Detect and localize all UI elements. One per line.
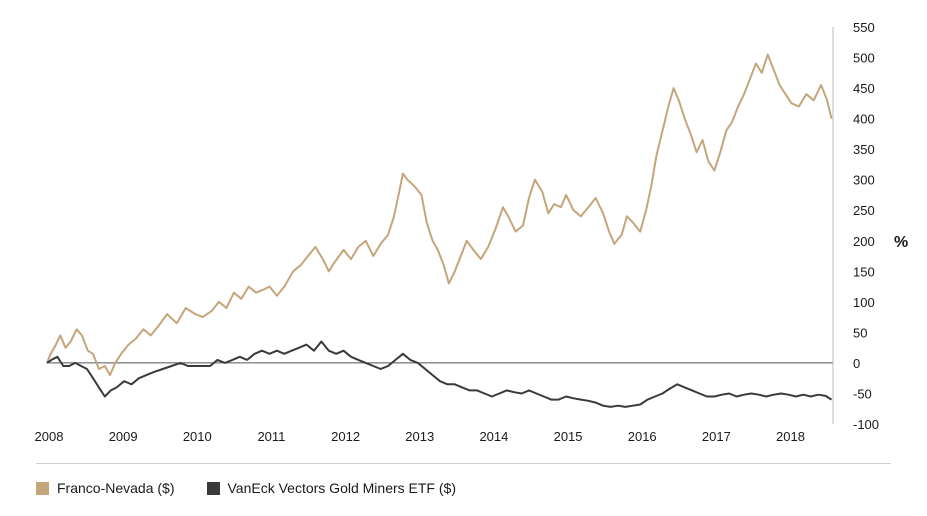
x-tick-label: 2009 (109, 429, 138, 444)
x-tick-label: 2011 (257, 429, 285, 444)
x-tick-label: 2018 (776, 429, 805, 444)
series-line-gold-miners-etf (46, 340, 833, 408)
x-tick-label: 2012 (331, 429, 360, 444)
y-tick-label: 50 (853, 325, 867, 340)
legend-label-gold-miners-etf: VanEck Vectors Gold Miners ETF ($) (227, 480, 456, 496)
legend-swatch-franco-nevada (36, 481, 49, 495)
y-tick-label: 250 (853, 203, 875, 218)
y-tick-label: 400 (853, 112, 875, 127)
y-tick-label: 0 (853, 356, 860, 371)
legend-swatch-gold-miners-etf (206, 481, 220, 495)
y-tick-label: 500 (853, 51, 875, 66)
x-axis-ticks: 2008 2009 2010 2011 2012 2013 2014 2015 2016 2017… (35, 429, 805, 444)
y-tick-label: 100 (853, 295, 875, 310)
series-layer (46, 53, 833, 408)
y-tick-label: 150 (853, 264, 875, 279)
y-tick-label: 200 (853, 234, 875, 249)
x-tick-label: 2010 (183, 429, 212, 444)
y-tick-label: 550 (853, 20, 875, 35)
x-tick-label: 2015 (554, 429, 583, 444)
legend-label-franco-nevada: Franco-Nevada ($) (57, 480, 175, 496)
x-tick-label: 2014 (479, 429, 508, 444)
legend-item-franco-nevada: Franco-Nevada ($) (36, 480, 175, 496)
y-tick-label: -100 (853, 417, 879, 432)
chart-legend: Franco-Nevada ($) VanEck Vectors Gold Mi… (36, 480, 488, 496)
y-tick-label: 300 (853, 173, 875, 188)
x-tick-label: 2008 (35, 429, 64, 444)
x-tick-label: 2017 (702, 429, 731, 444)
y-axis-label: % (894, 234, 908, 251)
series-line-franco-nevada (46, 53, 833, 377)
legend-divider (36, 463, 891, 464)
x-tick-label: 2016 (628, 429, 657, 444)
legend-item-gold-miners-etf: VanEck Vectors Gold Miners ETF ($) (206, 480, 456, 496)
y-tick-label: -50 (853, 386, 872, 401)
y-tick-label: 450 (853, 81, 875, 96)
x-tick-label: 2013 (405, 429, 434, 444)
chart-axes (47, 27, 834, 424)
y-tick-label: 350 (853, 142, 875, 157)
